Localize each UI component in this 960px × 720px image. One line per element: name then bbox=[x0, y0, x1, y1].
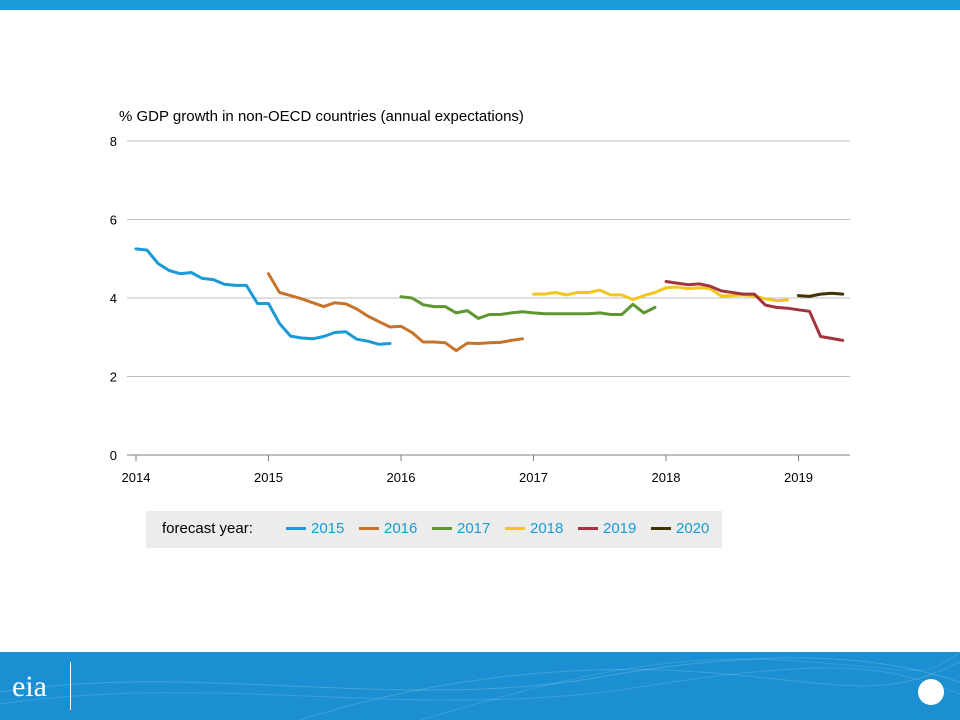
y-tick-0: 0 bbox=[110, 448, 117, 463]
chart-legend: forecast year: 2015 2016 2017 2018 2019 2020 bbox=[146, 511, 722, 548]
series-line-2017 bbox=[399, 295, 657, 320]
series-line-2015 bbox=[134, 247, 392, 346]
y-tick-8: 8 bbox=[110, 134, 117, 149]
legend-item-2016: 2016 bbox=[359, 520, 417, 537]
series-line-2016 bbox=[267, 272, 524, 353]
legend-item-2017: 2017 bbox=[432, 520, 490, 537]
axes bbox=[127, 454, 850, 461]
legend-swatch-2019 bbox=[578, 526, 598, 530]
x-tick-2018: 2018 bbox=[652, 470, 681, 485]
grid-lines bbox=[127, 140, 850, 377]
eia-logo: eia bbox=[12, 670, 47, 703]
legend-title: forecast year: bbox=[162, 520, 253, 537]
chart-title: % GDP growth in non-OECD countries (annu… bbox=[119, 108, 524, 125]
legend-item-2018: 2018 bbox=[505, 520, 563, 537]
x-tick-2015: 2015 bbox=[254, 470, 283, 485]
series-line-2019 bbox=[664, 280, 845, 342]
series-lines bbox=[134, 247, 845, 353]
legend-label-2016: 2016 bbox=[384, 520, 418, 537]
legend-swatch-2020 bbox=[651, 526, 671, 530]
x-tick-2014: 2014 bbox=[122, 470, 151, 485]
legend-label-2017: 2017 bbox=[457, 520, 491, 537]
x-tick-2019: 2019 bbox=[784, 470, 813, 485]
legend-item-2020: 2020 bbox=[651, 520, 709, 537]
legend-swatch-2018 bbox=[505, 526, 525, 530]
footer-wave-pattern bbox=[0, 652, 960, 720]
y-tick-4: 4 bbox=[110, 291, 117, 306]
page-indicator-dot bbox=[918, 679, 944, 705]
legend-swatch-2017 bbox=[432, 526, 452, 530]
legend-label-2019: 2019 bbox=[603, 520, 637, 537]
footer-band bbox=[0, 652, 960, 720]
legend-label-2018: 2018 bbox=[530, 520, 564, 537]
legend-label-2015: 2015 bbox=[311, 520, 345, 537]
logo-divider bbox=[70, 662, 71, 710]
legend-label-2020: 2020 bbox=[676, 520, 710, 537]
legend-item-2015: 2015 bbox=[286, 520, 344, 537]
top-accent-bar bbox=[0, 0, 960, 10]
x-tick-2017: 2017 bbox=[519, 470, 548, 485]
legend-swatch-2016 bbox=[359, 526, 379, 530]
x-tick-labels: 2014 2015 2016 2017 2018 2019 bbox=[122, 470, 813, 485]
legend-swatch-2015 bbox=[286, 526, 306, 530]
y-tick-6: 6 bbox=[110, 213, 117, 228]
y-tick-2: 2 bbox=[110, 370, 117, 385]
series-line-2020 bbox=[797, 291, 845, 298]
x-tick-2016: 2016 bbox=[387, 470, 416, 485]
legend-item-2019: 2019 bbox=[578, 520, 636, 537]
y-tick-labels: 0 2 4 6 8 bbox=[110, 134, 117, 463]
